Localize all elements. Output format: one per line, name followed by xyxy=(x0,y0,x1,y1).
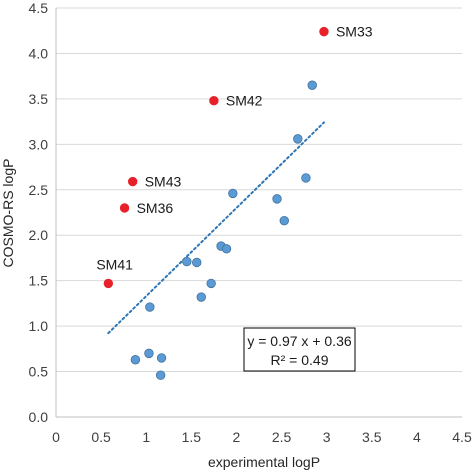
x-tick-label: 1 xyxy=(142,429,150,445)
tick-labels: 0.0 0.5 1.0 1.5 2.0 2.5 3.0 3.5 4.0 4.5 0 0.5 1 1.5 2 2… xyxy=(29,0,472,445)
data-points xyxy=(103,26,329,380)
data-point xyxy=(145,302,155,312)
r-squared-value: R² = 0.49 xyxy=(271,352,329,368)
data-point xyxy=(319,26,329,37)
data-point xyxy=(192,257,202,268)
axes xyxy=(55,8,462,418)
point-labels: SM33 SM42 SM43 SM36 SM41 xyxy=(96,24,372,273)
y-tick-label: 1.5 xyxy=(29,273,49,289)
data-point xyxy=(156,353,167,363)
point-label-sm33: SM33 xyxy=(336,24,373,40)
data-point xyxy=(182,256,192,267)
trendline-equation: y = 0.97 x + 0.36 xyxy=(247,333,352,349)
point-label-sm42: SM42 xyxy=(226,93,263,109)
equation-box-frame xyxy=(243,327,356,372)
y-tick-label: 4.5 xyxy=(29,0,49,16)
x-tick-label: 2 xyxy=(233,429,241,445)
y-tick-label: 3.0 xyxy=(29,136,49,152)
data-point xyxy=(301,173,311,183)
data-point xyxy=(279,215,289,226)
y-tick-label: 2.5 xyxy=(29,182,49,198)
equation-box: y = 0.97 x + 0.36 R² = 0.49 xyxy=(243,327,356,372)
data-point xyxy=(144,348,154,359)
data-point xyxy=(127,176,138,187)
x-axis-title: experimental logP xyxy=(208,454,320,470)
data-point xyxy=(206,278,216,289)
point-label-sm36: SM36 xyxy=(137,200,174,216)
y-tick-label: 4.0 xyxy=(29,45,49,61)
data-point xyxy=(155,370,166,380)
trendline xyxy=(107,121,325,335)
data-point xyxy=(228,188,238,199)
data-point xyxy=(130,355,141,365)
data-point xyxy=(272,194,282,204)
y-tick-label: 3.5 xyxy=(29,91,49,107)
data-point xyxy=(119,203,130,213)
point-label-sm41: SM41 xyxy=(96,256,133,272)
x-tick-label: 2.5 xyxy=(272,429,292,445)
y-axis-title: COSMO-RS logP xyxy=(0,159,16,268)
trendline-layer xyxy=(107,121,325,335)
y-tick-label: 0.5 xyxy=(29,364,49,380)
point-label-sm43: SM43 xyxy=(145,174,182,190)
x-tick-label: 4 xyxy=(413,429,421,445)
x-tick-label: 0.5 xyxy=(91,429,111,445)
data-point xyxy=(209,96,219,106)
data-point xyxy=(293,134,303,144)
gridlines xyxy=(56,7,462,373)
data-point xyxy=(196,292,206,302)
x-tick-label: 0 xyxy=(52,429,60,445)
y-tick-label: 2.0 xyxy=(29,227,49,243)
x-tick-label: 1.5 xyxy=(182,429,202,445)
y-tick-label: 0.0 xyxy=(29,409,49,425)
data-point xyxy=(103,278,114,289)
data-point xyxy=(221,244,232,254)
x-tick-label: 3 xyxy=(323,429,331,445)
x-tick-label: 4.5 xyxy=(452,429,472,445)
x-tick-label: 3.5 xyxy=(362,429,382,445)
data-point xyxy=(307,80,317,90)
y-tick-label: 1.0 xyxy=(29,318,49,334)
